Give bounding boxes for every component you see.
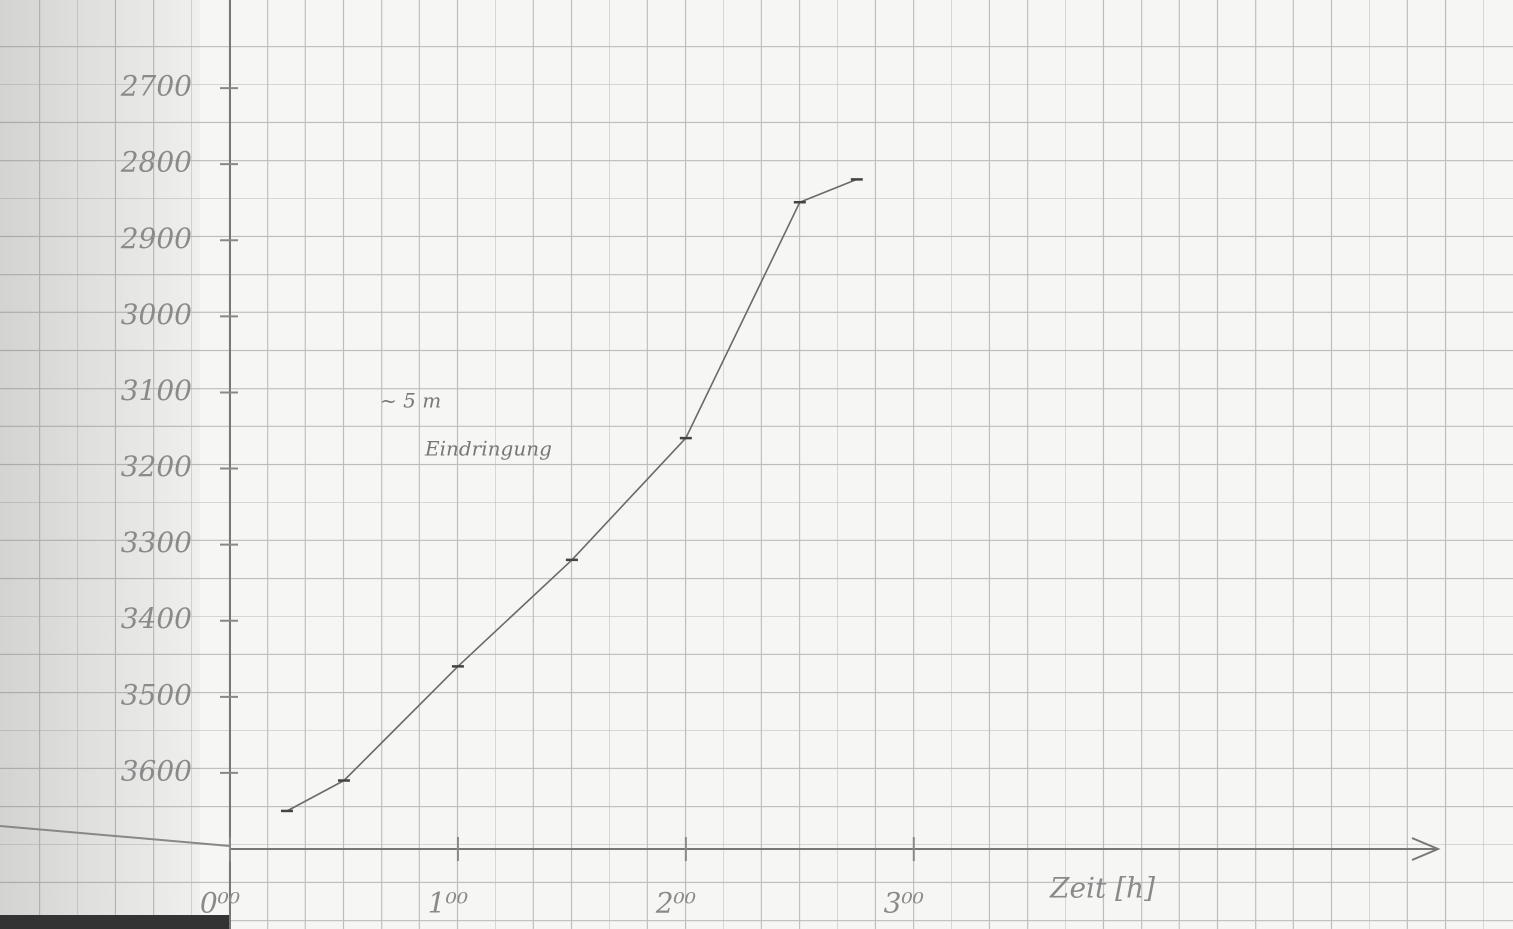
y-tick-label: 3500 [121,678,192,711]
page-shadow [0,0,200,929]
x-axis-extension [0,825,231,847]
y-tick-label: 3400 [121,602,192,635]
x-axis-arrow [1411,837,1441,861]
y-tick-label: 2700 [120,70,192,103]
y-tick-label: 3600 [121,754,192,787]
y-tick-label: 2900 [120,222,192,255]
x-axis-label: Zeit [h] [1049,872,1155,905]
y-tick-label: 3100 [121,374,192,407]
y-tick-label: 3200 [121,450,192,483]
annotation: Eindringung [424,437,552,461]
y-tick-label: 2800 [120,146,192,179]
x-tick-label: 3⁰⁰ [884,887,924,920]
x-tick-label: 2⁰⁰ [655,887,696,920]
scan-edge [0,915,230,929]
x-tick-label: 1⁰⁰ [428,887,468,920]
y-tick-label: 3000 [121,298,192,331]
y-tick-label: 3300 [121,526,192,559]
data-line [286,178,858,812]
annotation: ~ 5 m [380,389,441,413]
x-tick-label: 0⁰⁰ [200,887,240,920]
